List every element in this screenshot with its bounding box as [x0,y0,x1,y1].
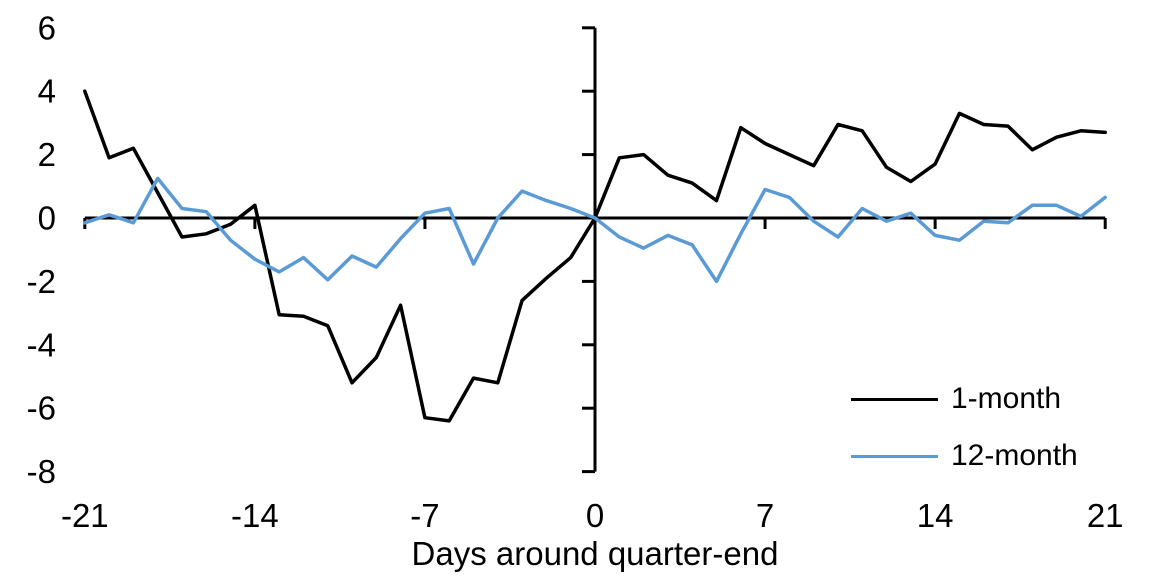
legend-item-12-month: 12-month [851,439,1078,473]
legend-item-1-month: 1-month [851,382,1078,416]
y-tick-label: 4 [38,73,56,110]
x-tick-label: 7 [756,497,774,534]
legend: 1-month 12-month [851,382,1078,473]
x-tick-label: -14 [231,497,279,534]
y-tick-label: -8 [27,453,56,490]
x-axis-title: Days around quarter-end [412,535,779,572]
x-tick-label: 0 [586,497,604,534]
y-tick-label: 2 [38,136,56,173]
series-line-12-month [83,176,1107,284]
x-tick-label: -21 [61,497,109,534]
legend-label-1-month: 1-month [951,382,1062,415]
legend-line-sample-12-month [851,454,938,458]
y-tick-label: -6 [27,390,56,427]
y-tick-label: -4 [27,326,56,363]
x-tick-label: 14 [917,497,954,534]
legend-line-sample-1-month [851,397,938,401]
legend-label-12-month: 12-month [951,439,1078,472]
y-tick-label: -2 [27,263,56,300]
x-tick-label: -7 [410,497,439,534]
y-tick-label: 0 [38,200,56,237]
y-tick-label: 6 [38,9,56,46]
x-tick-label: 21 [1087,497,1124,534]
